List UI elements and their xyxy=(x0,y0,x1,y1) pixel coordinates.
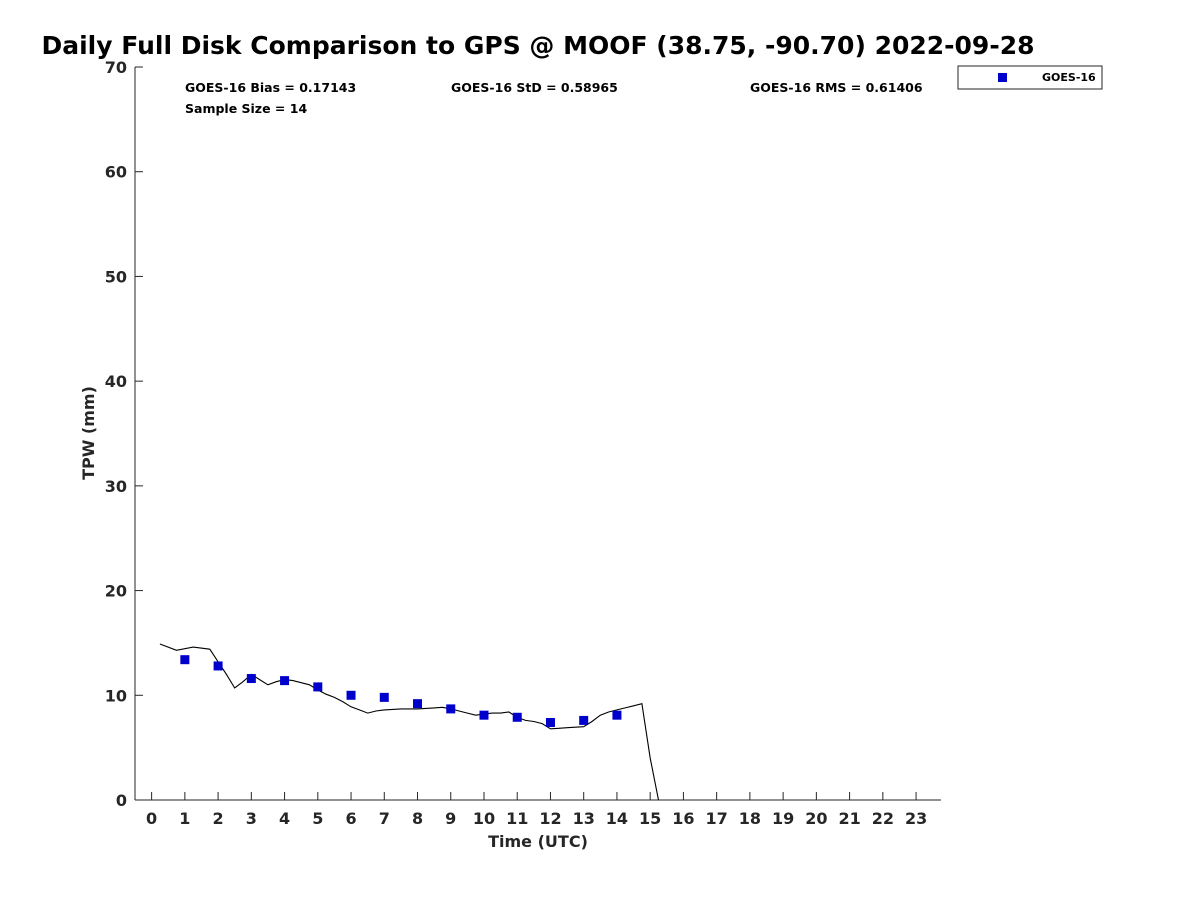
x-tick-label: 15 xyxy=(639,809,661,828)
x-tick-label: 13 xyxy=(573,809,595,828)
x-tick-label: 0 xyxy=(146,809,157,828)
x-tick-label: 21 xyxy=(838,809,860,828)
x-tick-label: 18 xyxy=(739,809,761,828)
data-point xyxy=(213,661,223,671)
y-ticks: 0 10 20 30 40 50 60 70 xyxy=(105,58,143,810)
x-tick-label: 6 xyxy=(345,809,356,828)
data-point xyxy=(446,704,456,714)
data-point xyxy=(479,710,489,720)
y-tick-label: 0 xyxy=(116,791,127,810)
x-tick-label: 8 xyxy=(412,809,423,828)
bias-stat: GOES-16 Bias = 0.17143 xyxy=(185,80,356,95)
x-tick-label: 4 xyxy=(279,809,290,828)
sample-size-stat: Sample Size = 14 xyxy=(185,101,307,116)
x-tick-label: 2 xyxy=(213,809,224,828)
data-point xyxy=(313,682,323,692)
data-point xyxy=(545,718,555,728)
x-tick-label: 20 xyxy=(805,809,827,828)
x-tick-label: 1 xyxy=(179,809,190,828)
goes-points-group xyxy=(180,655,622,728)
x-tick-label: 14 xyxy=(606,809,628,828)
legend: GOES-16 xyxy=(957,65,1103,90)
x-tick-label: 23 xyxy=(905,809,927,828)
y-axis-label: TPW (mm) xyxy=(79,386,98,480)
data-point xyxy=(280,676,290,686)
x-axis-label: Time (UTC) xyxy=(488,832,588,851)
x-tick-label: 16 xyxy=(672,809,694,828)
y-tick-label: 10 xyxy=(105,686,127,705)
data-point xyxy=(246,674,256,684)
x-tick-label: 19 xyxy=(772,809,794,828)
data-point xyxy=(379,692,389,702)
legend-marker xyxy=(998,73,1007,82)
legend-label-goes-16: GOES-16 xyxy=(1042,71,1096,84)
data-point xyxy=(579,715,589,725)
x-ticks: 0 1 2 3 4 5 6 7 8 9 10 11 12 13 14 15 16 17 18 19 20 21 22 23 xyxy=(146,792,927,828)
rms-stat: GOES-16 RMS = 0.61406 xyxy=(750,80,923,95)
y-tick-label: 20 xyxy=(105,582,127,601)
y-tick-label: 40 xyxy=(105,372,127,391)
x-tick-label: 17 xyxy=(706,809,728,828)
x-tick-label: 3 xyxy=(246,809,257,828)
y-tick-label: 60 xyxy=(105,163,127,182)
x-tick-label: 11 xyxy=(506,809,528,828)
x-tick-label: 7 xyxy=(379,809,390,828)
y-tick-label: 70 xyxy=(105,58,127,77)
chart-title: Daily Full Disk Comparison to GPS @ MOOF… xyxy=(41,31,1034,60)
x-tick-label: 10 xyxy=(473,809,495,828)
x-tick-label: 5 xyxy=(312,809,323,828)
gps-series-line xyxy=(159,643,660,801)
x-tick-label: 12 xyxy=(539,809,561,828)
data-point xyxy=(612,710,622,720)
data-point xyxy=(512,712,522,722)
std-stat: GOES-16 StD = 0.58965 xyxy=(451,80,618,95)
data-point xyxy=(413,699,423,709)
y-tick-label: 30 xyxy=(105,477,127,496)
x-tick-label: 22 xyxy=(872,809,894,828)
legend-box xyxy=(957,65,1103,90)
data-point xyxy=(346,690,356,700)
data-point xyxy=(180,655,190,665)
plot-axes xyxy=(134,67,941,801)
gps-line-group xyxy=(159,643,660,801)
x-tick-label: 9 xyxy=(445,809,456,828)
y-tick-label: 50 xyxy=(105,267,127,286)
